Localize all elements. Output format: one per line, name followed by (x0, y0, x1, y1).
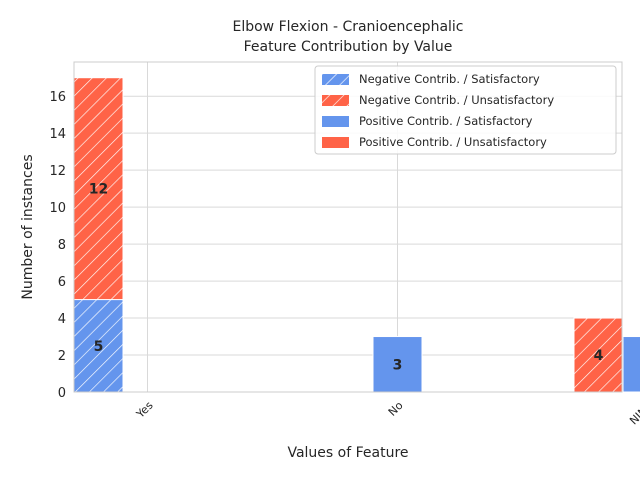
legend-label: Negative Contrib. / Satisfactory (359, 72, 540, 86)
x-tick-label: No (386, 399, 406, 419)
y-tick-label: 2 (58, 349, 66, 364)
legend-label: Positive Contrib. / Satisfactory (359, 114, 533, 128)
y-tick-label: 4 (58, 312, 66, 327)
bar-segment (372, 336, 423, 393)
y-tick-label: 12 (49, 164, 66, 179)
chart-title: Elbow Flexion - Cranioencephalic (232, 19, 463, 35)
bar-value-label: 5 (94, 339, 104, 355)
bar-hatch (574, 318, 623, 392)
bar-value-label: 12 (89, 182, 108, 198)
bar-hatch (74, 77, 123, 300)
bar-labels: 512433 (89, 182, 604, 374)
legend-swatch-hatch (322, 95, 349, 106)
bar-segment (622, 336, 640, 393)
x-axis-label: Values of Feature (287, 445, 408, 461)
legend-swatch (322, 137, 349, 148)
y-tick-label: 6 (58, 275, 66, 290)
bar-hatch (74, 299, 123, 392)
chart-subtitle: Feature Contribution by Value (244, 39, 453, 55)
bar-value-label: 3 (393, 357, 403, 373)
legend-label: Positive Contrib. / Unsatisfactory (359, 135, 547, 149)
x-ticks: Yes No NINA (133, 399, 640, 428)
y-tick-label: 16 (49, 90, 66, 105)
bar-value-label: 4 (594, 348, 604, 364)
legend-box (314, 65, 617, 155)
legend-label: Negative Contrib. / Unsatisfactory (359, 93, 554, 107)
x-tick-label: NINA (627, 399, 640, 428)
bars (73, 77, 640, 393)
plot-frame (73, 61, 623, 393)
legend-swatch-hatch (322, 74, 349, 85)
legend: Negative Contrib. / Satisfactory Negative… (314, 65, 617, 155)
y-tick-label: 10 (49, 201, 66, 216)
legend-swatch (322, 116, 349, 127)
y-tick-label: 8 (58, 238, 66, 253)
y-tick-label: 14 (49, 127, 66, 142)
y-tick-label: 0 (58, 386, 66, 401)
x-tick-label: Yes (133, 399, 156, 422)
y-ticks: 0 2 4 6 8 10 12 14 16 (49, 90, 66, 401)
y-axis-label: Number of instances (20, 154, 36, 299)
